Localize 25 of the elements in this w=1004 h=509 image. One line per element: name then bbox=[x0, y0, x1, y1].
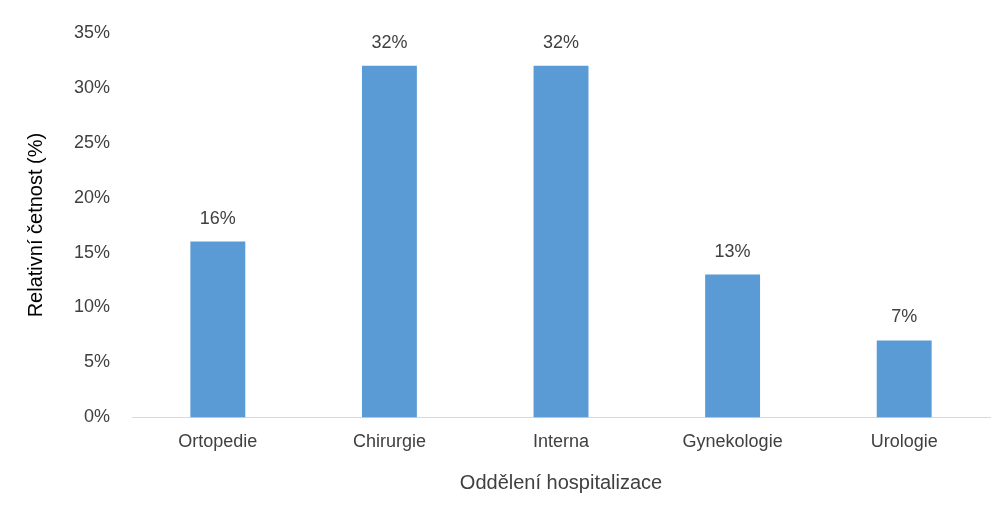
data-label: 32% bbox=[371, 31, 408, 52]
x-axis-title: Oddělení hospitalizace bbox=[459, 470, 663, 493]
bar bbox=[876, 340, 932, 418]
bar bbox=[533, 65, 589, 418]
x-tick-label: Urologie bbox=[870, 431, 938, 452]
data-label: 13% bbox=[714, 240, 751, 261]
y-axis-title: Relativní četnost (%) bbox=[23, 132, 46, 318]
y-tick-label: 20% bbox=[74, 186, 111, 207]
x-tick-label: Gynekologie bbox=[682, 431, 783, 452]
x-tick-label: Chirurgie bbox=[352, 431, 426, 452]
y-tick-label: 25% bbox=[74, 131, 111, 152]
data-label: 7% bbox=[891, 306, 918, 327]
x-tick-label: Interna bbox=[532, 431, 591, 452]
y-tick-label: 30% bbox=[74, 76, 111, 97]
y-tick-label: 5% bbox=[84, 351, 111, 372]
bar bbox=[190, 241, 246, 418]
y-tick-label: 15% bbox=[74, 241, 111, 262]
y-tick-label: 0% bbox=[84, 406, 111, 427]
data-label: 16% bbox=[199, 207, 236, 228]
x-tick-label: Ortopedie bbox=[178, 431, 258, 452]
bar bbox=[361, 65, 417, 418]
data-label: 32% bbox=[543, 31, 580, 52]
bar bbox=[705, 274, 761, 418]
y-tick-label: 10% bbox=[74, 296, 111, 317]
y-tick-label: 35% bbox=[74, 21, 111, 42]
